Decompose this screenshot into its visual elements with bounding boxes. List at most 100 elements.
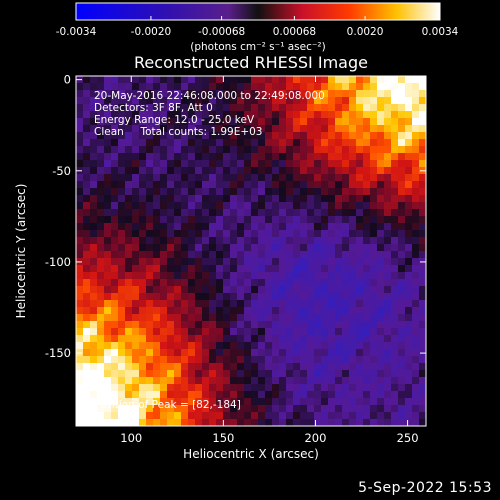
- heatmap-cell: [349, 293, 357, 301]
- heatmap-cell: [90, 174, 98, 182]
- heatmap-cell: [412, 188, 420, 196]
- heatmap-cell: [146, 342, 154, 350]
- heatmap-cell: [300, 244, 308, 252]
- heatmap-cell: [195, 279, 203, 287]
- heatmap-cell: [286, 83, 294, 91]
- heatmap-cell: [118, 342, 126, 350]
- heatmap-cell: [90, 272, 98, 280]
- heatmap-cell: [160, 76, 168, 84]
- heatmap-cell: [139, 314, 147, 322]
- heatmap-cell: [146, 167, 154, 175]
- heatmap-cell: [83, 377, 91, 385]
- heatmap-cell: [412, 83, 420, 91]
- heatmap-cell: [286, 405, 294, 413]
- heatmap-cell: [258, 216, 266, 224]
- heatmap-cell: [118, 216, 126, 224]
- heatmap-cell: [251, 83, 259, 91]
- heatmap-cell: [181, 216, 189, 224]
- heatmap-cell: [279, 335, 287, 343]
- heatmap-cell: [167, 258, 175, 266]
- heatmap-cell: [160, 300, 168, 308]
- heatmap-cell: [181, 279, 189, 287]
- heatmap-cell: [384, 244, 392, 252]
- heatmap-cell: [300, 181, 308, 189]
- heatmap-cell: [202, 286, 210, 294]
- heatmap-cell: [286, 132, 294, 140]
- heatmap-cell: [174, 216, 182, 224]
- heatmap-cell: [111, 160, 119, 168]
- heatmap-cell: [83, 412, 91, 420]
- heatmap-cell: [349, 391, 357, 399]
- heatmap-cell: [223, 230, 231, 238]
- heatmap-cell: [244, 265, 252, 273]
- heatmap-cell: [132, 202, 140, 210]
- heatmap-cell: [286, 216, 294, 224]
- heatmap-cell: [104, 160, 112, 168]
- heatmap-cell: [139, 377, 147, 385]
- heatmap-cell: [223, 335, 231, 343]
- heatmap-cell: [272, 349, 280, 357]
- heatmap-cell: [328, 90, 336, 98]
- heatmap-cell: [118, 258, 126, 266]
- heatmap-cell: [384, 146, 392, 154]
- heatmap-cell: [349, 356, 357, 364]
- heatmap-cell: [209, 244, 217, 252]
- heatmap-cell: [349, 181, 357, 189]
- heatmap-cell: [118, 223, 126, 231]
- heatmap-cell: [118, 76, 126, 84]
- heatmap-cell: [412, 76, 420, 84]
- heatmap-cell: [146, 363, 154, 371]
- heatmap-cell: [139, 286, 147, 294]
- heatmap-cell: [111, 223, 119, 231]
- heatmap-cell: [97, 356, 105, 364]
- heatmap-cell: [342, 419, 350, 426]
- heatmap-cell: [251, 377, 259, 385]
- heatmap-cell: [405, 363, 413, 371]
- heatmap-cell: [132, 181, 140, 189]
- heatmap-cell: [97, 125, 105, 133]
- heatmap-cell: [111, 174, 119, 182]
- heatmap-cell: [111, 419, 119, 426]
- heatmap-cell: [258, 377, 266, 385]
- heatmap-cell: [237, 300, 245, 308]
- heatmap-cell: [258, 146, 266, 154]
- heatmap-cell: [104, 244, 112, 252]
- heatmap-cell: [335, 104, 343, 112]
- heatmap-cell: [118, 244, 126, 252]
- heatmap-cell: [405, 321, 413, 329]
- heatmap-cell: [328, 104, 336, 112]
- heatmap-cell: [153, 251, 161, 259]
- heatmap-cell: [97, 76, 105, 84]
- heatmap-cell: [377, 76, 385, 84]
- heatmap-cell: [419, 181, 426, 189]
- heatmap-cell: [258, 300, 266, 308]
- heatmap-cell: [377, 286, 385, 294]
- heatmap-cell: [125, 412, 133, 420]
- heatmap-cell: [363, 419, 371, 426]
- heatmap-cell: [293, 223, 301, 231]
- heatmap-cell: [83, 125, 91, 133]
- heatmap-cell: [405, 342, 413, 350]
- heatmap-cell: [286, 272, 294, 280]
- heatmap-cell: [293, 419, 301, 426]
- heatmap-cell: [293, 153, 301, 161]
- heatmap-cell: [104, 398, 112, 406]
- heatmap-cell: [139, 307, 147, 315]
- heatmap-cell: [398, 216, 406, 224]
- heatmap-cell: [132, 251, 140, 259]
- heatmap-cell: [328, 265, 336, 273]
- heatmap-cell: [125, 307, 133, 315]
- heatmap-cell: [342, 405, 350, 413]
- heatmap-cell: [237, 349, 245, 357]
- heatmap-cell: [97, 405, 105, 413]
- heatmap-cell: [307, 230, 315, 238]
- heatmap-cell: [363, 384, 371, 392]
- heatmap-cell: [202, 335, 210, 343]
- heatmap-cell: [97, 244, 105, 252]
- heatmap-cell: [307, 293, 315, 301]
- heatmap-cell: [83, 272, 91, 280]
- heatmap-cell: [335, 335, 343, 343]
- heatmap-cell: [265, 90, 273, 98]
- heatmap-cell: [230, 300, 238, 308]
- heatmap-cell: [300, 412, 308, 420]
